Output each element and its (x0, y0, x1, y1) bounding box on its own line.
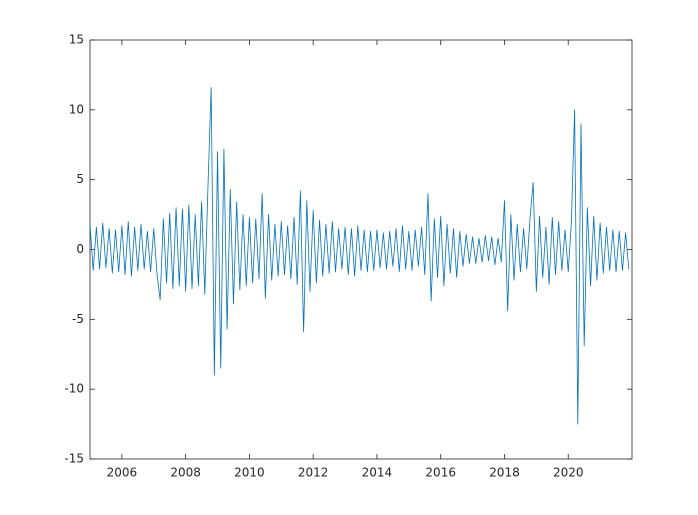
y-tick-label: 15 (69, 33, 84, 47)
series-line (89, 87, 630, 425)
y-tick-label: -10 (64, 382, 84, 396)
y-tick-label: -15 (64, 452, 84, 466)
y-tick-label: 0 (76, 242, 84, 256)
y-tick-label: -5 (72, 312, 84, 326)
y-tick-label: 10 (69, 102, 84, 116)
x-tick-label: 2008 (170, 466, 201, 480)
x-tick-label: 2012 (298, 466, 329, 480)
x-tick-label: 2020 (553, 466, 584, 480)
x-tick-label: 2006 (107, 466, 138, 480)
x-tick-label: 2010 (234, 466, 265, 480)
x-tick-label: 2018 (489, 466, 520, 480)
y-tick-label: 5 (76, 172, 84, 186)
x-tick-label: 2016 (425, 466, 456, 480)
x-tick-label: 2014 (362, 466, 393, 480)
